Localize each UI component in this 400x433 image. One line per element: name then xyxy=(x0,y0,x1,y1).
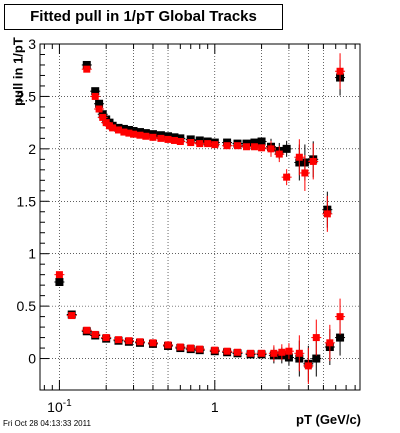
data-point-red xyxy=(102,334,110,342)
data-point-black xyxy=(282,144,291,153)
data-point-red xyxy=(204,140,212,148)
data-point-red xyxy=(258,349,266,357)
data-point-black xyxy=(82,60,91,69)
data-point-red xyxy=(176,138,184,146)
data-point-red xyxy=(157,134,165,142)
data-point-red xyxy=(336,67,344,75)
data-point-red xyxy=(223,347,231,355)
data-point-black xyxy=(55,278,64,287)
y-axis-label: pull in 1/pT xyxy=(10,37,26,106)
data-point-red xyxy=(136,131,144,139)
data-point-red xyxy=(211,141,219,149)
data-point-red xyxy=(125,337,133,345)
data-point-red xyxy=(275,150,283,158)
data-point-red xyxy=(196,345,204,353)
plot-frame xyxy=(39,43,361,391)
data-point-red xyxy=(234,142,242,150)
y-tick-label: 1 xyxy=(28,246,36,262)
y-tick-label: 0 xyxy=(28,351,36,367)
data-point-black xyxy=(336,333,345,342)
data-point-red xyxy=(125,129,133,137)
data-point-red xyxy=(323,210,331,218)
y-tick-label: 2.5 xyxy=(17,88,37,104)
data-point-red xyxy=(114,336,122,344)
data-point-red xyxy=(164,341,172,349)
data-point-red xyxy=(170,136,178,144)
data-point-red xyxy=(278,348,286,356)
data-point-black xyxy=(91,87,100,96)
data-point-red xyxy=(283,173,291,181)
y-tick-label: 1.5 xyxy=(17,193,37,209)
data-point-red xyxy=(234,348,242,356)
data-point-red xyxy=(295,153,303,161)
x-tick-label: 1 xyxy=(211,399,219,415)
data-point-red xyxy=(120,128,128,136)
x-axis-label: pT (GeV/c) xyxy=(296,412,362,427)
data-point-red xyxy=(95,105,103,113)
data-point-red xyxy=(142,132,150,140)
data-point-red xyxy=(130,130,138,138)
data-point-red xyxy=(250,143,258,151)
data-point-red xyxy=(83,326,91,334)
y-tick-label: 2 xyxy=(28,141,36,157)
data-point-red xyxy=(304,362,312,370)
x-tick-label: 10-1 xyxy=(47,398,72,415)
data-point-red xyxy=(68,312,76,320)
data-point-red xyxy=(326,339,334,347)
data-point-black xyxy=(257,137,266,146)
data-point-red xyxy=(149,339,157,347)
data-point-red xyxy=(267,145,275,153)
data-point-red xyxy=(223,142,231,150)
data-point-red xyxy=(312,334,320,342)
data-point-red xyxy=(187,344,195,352)
data-point-red xyxy=(99,113,107,121)
data-point-red xyxy=(258,144,266,152)
data-point-red xyxy=(211,346,219,354)
data-point-red xyxy=(91,92,99,100)
data-point-red xyxy=(114,126,122,134)
data-point-red xyxy=(83,65,91,73)
data-point-red xyxy=(176,343,184,351)
y-tick-label: 0.5 xyxy=(17,298,37,314)
data-point-red xyxy=(196,140,204,148)
data-point-black xyxy=(95,99,104,108)
data-point-red xyxy=(243,143,251,151)
data-point-red xyxy=(164,135,172,143)
data-point-red xyxy=(301,169,309,177)
chart-title: Fitted pull in 1/pT Global Tracks xyxy=(30,8,257,25)
data-point-red xyxy=(336,313,344,321)
data-point-red xyxy=(55,271,63,279)
chart-title-box: Fitted pull in 1/pT Global Tracks xyxy=(4,4,283,30)
data-point-red xyxy=(91,330,99,338)
data-point-red xyxy=(295,349,303,357)
timestamp-footer: Fri Oct 28 04:13:33 2011 xyxy=(3,419,91,428)
data-point-red xyxy=(285,347,293,355)
data-point-red xyxy=(247,349,255,357)
y-tick-label: 3 xyxy=(28,36,36,52)
data-point-red xyxy=(270,349,278,357)
data-point-red xyxy=(187,139,195,147)
data-point-red xyxy=(309,157,317,165)
data-point-red xyxy=(109,124,117,132)
data-point-red xyxy=(149,133,157,141)
data-point-black xyxy=(312,354,321,363)
data-point-red xyxy=(136,338,144,346)
data-point-black xyxy=(250,138,259,147)
